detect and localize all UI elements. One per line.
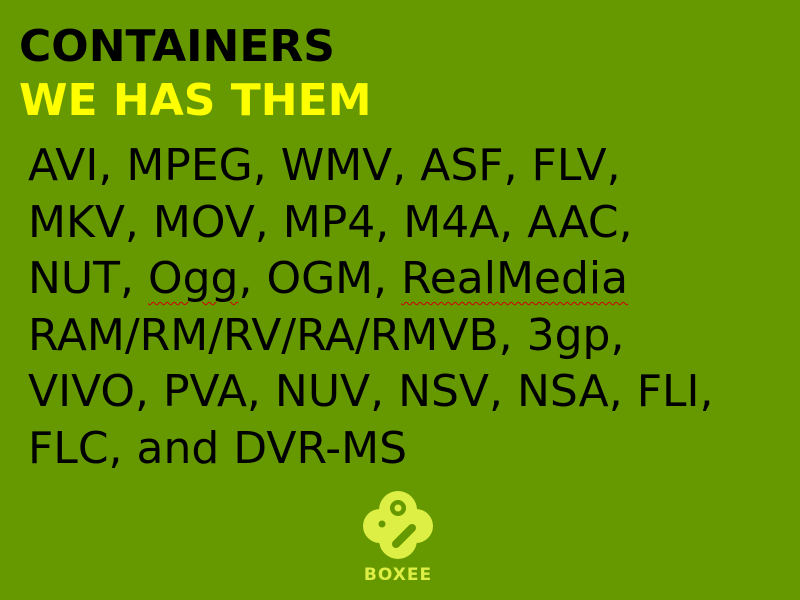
- format-list-line: RAM/RM/RV/RA/RMVB, 3gp,: [28, 308, 788, 365]
- format-list-text: , OGM,: [238, 253, 402, 304]
- misspelled-word: Ogg: [147, 253, 239, 304]
- boxee-logo: BOXEE: [356, 488, 440, 588]
- format-list-text: NUT,: [28, 253, 148, 304]
- format-list-text: AVI, MPEG, WMV, ASF, FLV,: [28, 140, 621, 191]
- slide-title: CONTAINERS: [19, 21, 335, 72]
- format-list-text: FLC, and DVR-MS: [28, 422, 408, 474]
- slide-subtitle: WE HAS THEM: [19, 75, 372, 126]
- format-list-text: MKV, MOV, MP4, M4A, AAC,: [28, 196, 633, 248]
- format-list-line: NUT, Ogg, OGM, RealMedia: [28, 251, 788, 308]
- boxee-logo-icon: [363, 491, 433, 559]
- format-list-text: VIVO, PVA, NUV, NSV, NSA, FLI,: [28, 366, 714, 417]
- format-list-line: VIVO, PVA, NUV, NSV, NSA, FLI,: [28, 364, 788, 421]
- format-list-line: AVI, MPEG, WMV, ASF, FLV,: [28, 138, 788, 195]
- misspelled-word: RealMedia: [401, 253, 629, 304]
- boxee-logo-text: BOXEE: [363, 565, 433, 585]
- container-format-list: AVI, MPEG, WMV, ASF, FLV, MKV, MOV, MP4, …: [28, 138, 788, 477]
- format-list-line: FLC, and DVR-MS: [28, 421, 788, 478]
- format-list-line: MKV, MOV, MP4, M4A, AAC,: [28, 195, 788, 252]
- format-list-text: RAM/RM/RV/RA/RMVB, 3gp,: [28, 309, 625, 361]
